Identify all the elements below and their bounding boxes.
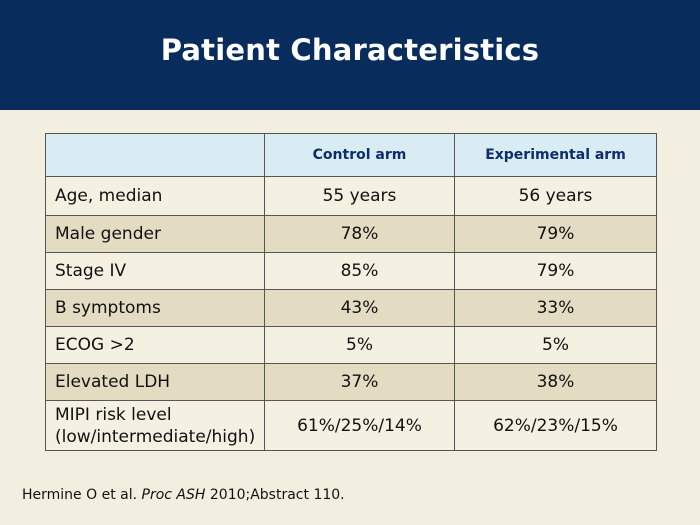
row-label: Elevated LDH	[45, 363, 265, 401]
row-label: B symptoms	[45, 289, 265, 327]
experimental-value: 38%	[454, 363, 657, 401]
control-value: 37%	[264, 363, 455, 401]
table-row: Stage IV 85% 79%	[45, 252, 657, 290]
table-header-row: Control arm Experimental arm	[45, 133, 657, 177]
row-label: MIPI risk level (low/intermediate/high)	[45, 400, 265, 451]
patient-characteristics-table: Control arm Experimental arm Age, median…	[45, 133, 657, 451]
control-value: 43%	[264, 289, 455, 327]
row-label-line1: MIPI risk level	[55, 404, 172, 425]
table-row: Age, median 55 years 56 years	[45, 176, 657, 216]
experimental-value: 56 years	[454, 176, 657, 216]
header-control-arm: Control arm	[264, 133, 455, 177]
row-label: Male gender	[45, 215, 265, 253]
control-value: 55 years	[264, 176, 455, 216]
citation-journal: Proc ASH	[141, 487, 206, 503]
table-row: MIPI risk level (low/intermediate/high) 6…	[45, 400, 657, 451]
row-label-line2: (low/intermediate/high)	[55, 426, 256, 447]
title-bar: Patient Characteristics	[0, 0, 700, 110]
experimental-value: 79%	[454, 252, 657, 290]
control-value: 85%	[264, 252, 455, 290]
header-empty-cell	[45, 133, 265, 177]
citation-details: 2010;Abstract 110.	[209, 487, 345, 503]
citation-authors: Hermine O et al.	[22, 487, 138, 503]
citation: Hermine O et al. Proc ASH 2010;Abstract …	[22, 487, 345, 503]
table-row: ECOG >2 5% 5%	[45, 326, 657, 364]
control-value: 61%/25%/14%	[264, 400, 455, 451]
table-row: B symptoms 43% 33%	[45, 289, 657, 327]
control-value: 5%	[264, 326, 455, 364]
header-experimental-arm: Experimental arm	[454, 133, 657, 177]
control-value: 78%	[264, 215, 455, 253]
row-label: Stage IV	[45, 252, 265, 290]
row-label: ECOG >2	[45, 326, 265, 364]
table-row: Elevated LDH 37% 38%	[45, 363, 657, 401]
table-row: Male gender 78% 79%	[45, 215, 657, 253]
experimental-value: 79%	[454, 215, 657, 253]
experimental-value: 62%/23%/15%	[454, 400, 657, 451]
slide-title: Patient Characteristics	[160, 33, 540, 67]
experimental-value: 33%	[454, 289, 657, 327]
row-label: Age, median	[45, 176, 265, 216]
experimental-value: 5%	[454, 326, 657, 364]
